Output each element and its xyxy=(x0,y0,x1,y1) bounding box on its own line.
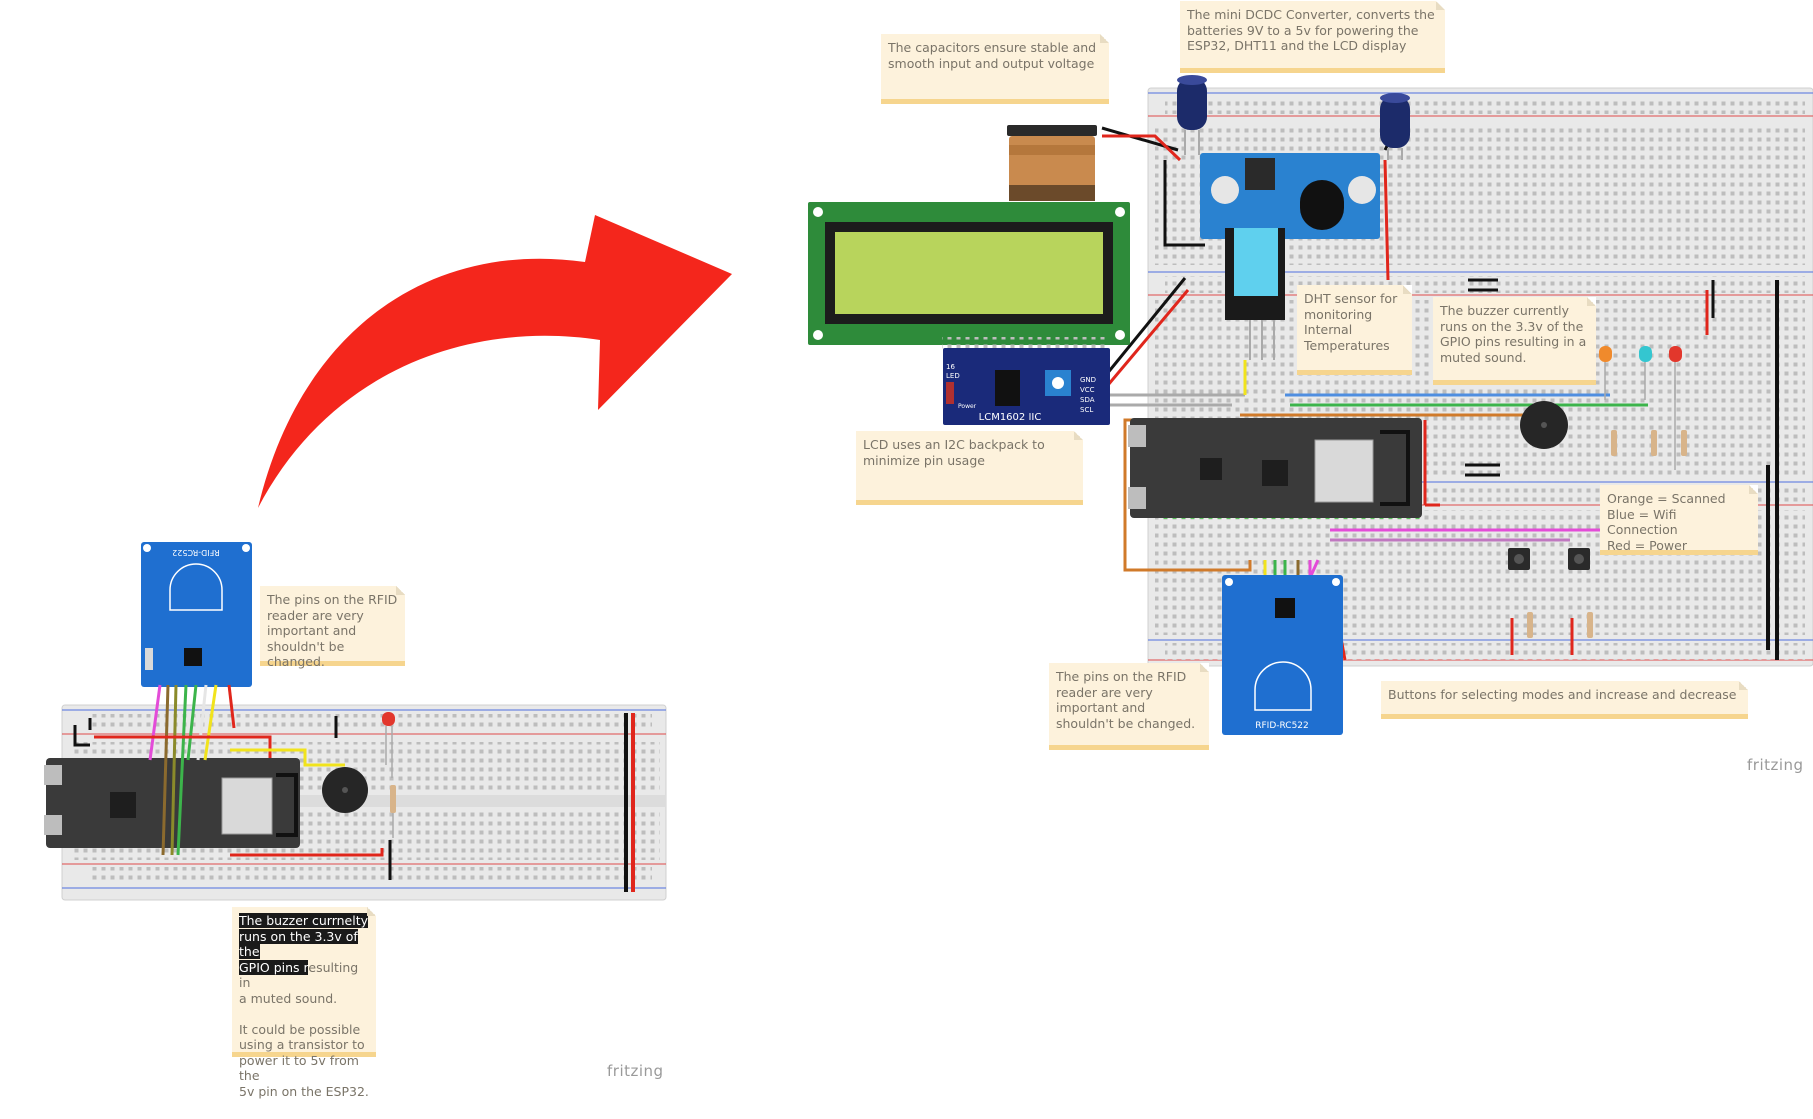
note-buzzer-left-text: esulting in a muted sound. It could be p… xyxy=(239,959,369,1099)
led-orange-icon xyxy=(1599,346,1612,400)
note-buttons: Buttons for selecting modes and increase… xyxy=(1381,681,1748,719)
brand-fritzing-left: fritzing xyxy=(607,1062,664,1080)
buzzer-icon xyxy=(1520,401,1568,449)
rfid-reader-right: RFID-RC522 xyxy=(1222,575,1343,735)
capacitor-icon xyxy=(1380,93,1410,160)
note-rfid-right-text: The pins on the RFID reader are very imp… xyxy=(1056,669,1196,731)
note-dht: DHT sensor for monitoring Internal Tempe… xyxy=(1297,285,1412,375)
curved-arrow-icon xyxy=(258,215,732,508)
dht11-sensor xyxy=(1225,228,1285,360)
buzzer-icon xyxy=(322,767,368,813)
note-leds: Orange = Scanned Blue = Wifi Connection … xyxy=(1600,485,1758,555)
led-blue-icon xyxy=(1639,346,1652,400)
rfid-reader-left: RFID-RC522 xyxy=(141,542,252,687)
note-dcdc-text: The mini DCDC Converter, converts the ba… xyxy=(1187,7,1435,53)
note-capacitors-text: The capacitors ensure stable and smooth … xyxy=(888,40,1097,71)
note-lcd: LCD uses an I2C backpack to minimize pin… xyxy=(856,431,1083,505)
esp32-board-right xyxy=(1128,418,1422,518)
backpack-power-label: Power xyxy=(958,403,977,410)
note-buttons-text: Buttons for selecting modes and increase… xyxy=(1388,687,1737,702)
rfid-right-label: RFID-RC522 xyxy=(1255,721,1309,731)
battery-9v-icon xyxy=(1007,125,1097,201)
note-dcdc: The mini DCDC Converter, converts the ba… xyxy=(1180,1,1445,73)
lcd-header-pins xyxy=(942,337,1108,351)
note-buzzer-right: The buzzer currently runs on the 3.3v of… xyxy=(1433,297,1596,385)
note-rfid-right: The pins on the RFID reader are very imp… xyxy=(1049,663,1209,750)
note-lcd-text: LCD uses an I2C backpack to minimize pin… xyxy=(863,437,1045,468)
brand-fritzing-right: fritzing xyxy=(1747,756,1804,774)
push-button-icon xyxy=(1568,548,1590,570)
note-leds-text: Orange = Scanned Blue = Wifi Connection … xyxy=(1607,491,1726,553)
wires-left xyxy=(73,684,635,892)
note-dht-text: DHT sensor for monitoring Internal Tempe… xyxy=(1304,291,1398,353)
note-capacitors: The capacitors ensure stable and smooth … xyxy=(881,34,1109,104)
wires-right xyxy=(1101,119,1779,661)
lcd-i2c-backpack: 16 LED Power LCM1602 IIC GND VCC SDA SCL xyxy=(943,348,1110,425)
lcd-pin-vcc: VCC xyxy=(1080,386,1095,394)
note-buzzer-right-text: The buzzer currently runs on the 3.3v of… xyxy=(1440,303,1587,365)
lcd-pin-sda: SDA xyxy=(1080,396,1095,404)
resistor-icon xyxy=(1527,430,1687,638)
led-red-icon xyxy=(382,712,395,778)
backpack-led-label: LED xyxy=(946,372,960,380)
lcd-pin-scl: SCL xyxy=(1080,406,1093,414)
note-rfid-left-text: The pins on the RFID reader are very imp… xyxy=(267,592,398,669)
lcd-backpack-label: LCM1602 IIC xyxy=(979,412,1042,423)
note-buzzer-left: The buzzer currnelty runs on the 3.3v of… xyxy=(232,907,376,1099)
lcd-display xyxy=(808,202,1130,345)
resistor-icon xyxy=(390,785,396,838)
rfid-left-label: RFID-RC522 xyxy=(172,548,220,557)
push-button-icon xyxy=(1508,548,1530,570)
dcdc-converter xyxy=(1200,153,1380,239)
backpack-num-label: 16 xyxy=(946,363,955,371)
capacitor-icon xyxy=(1177,75,1207,155)
note-rfid-left: The pins on the RFID reader are very imp… xyxy=(260,586,405,669)
lcd-pin-gnd: GND xyxy=(1080,376,1096,384)
led-red-icon xyxy=(1669,346,1682,400)
